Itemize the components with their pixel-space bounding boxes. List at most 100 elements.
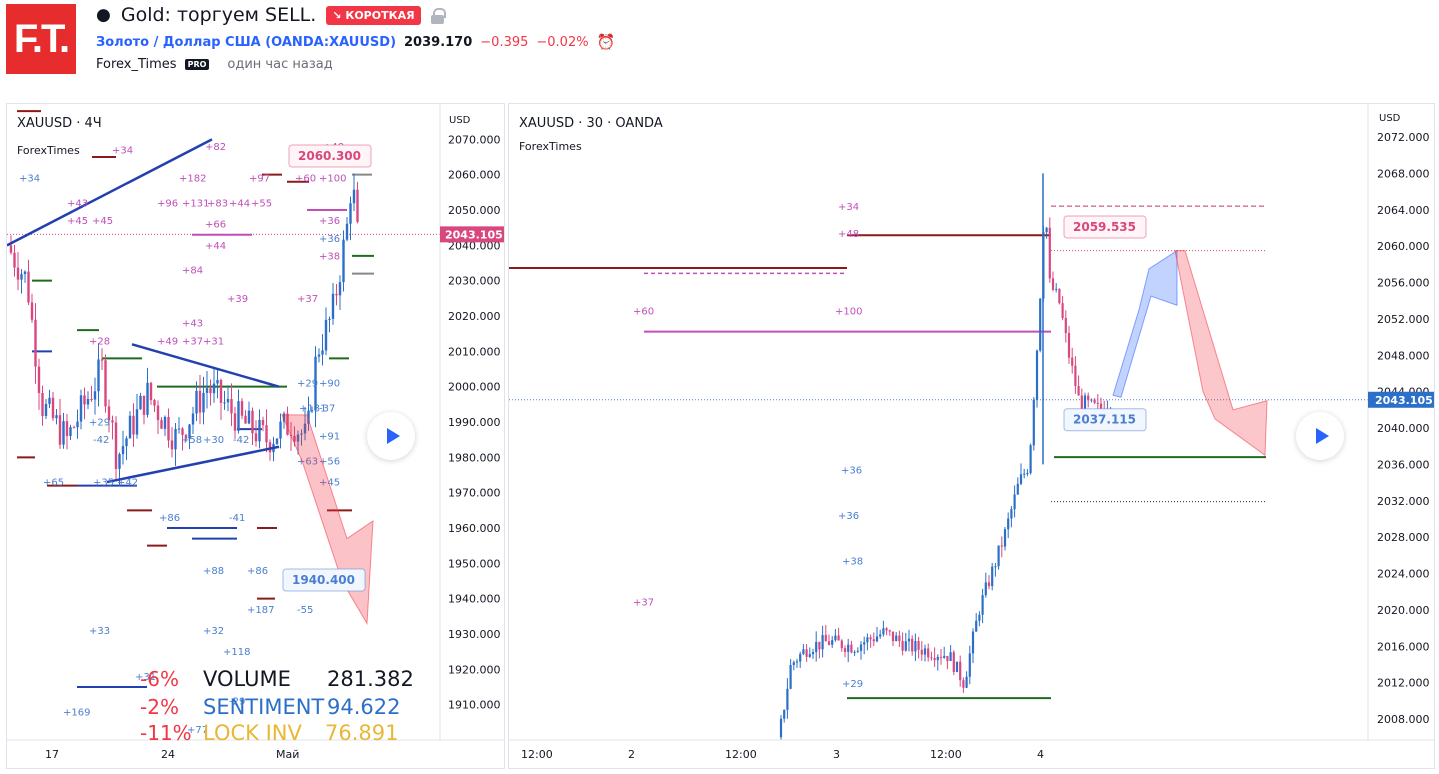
candle-body (904, 641, 907, 651)
candle-body (837, 635, 840, 641)
position-label: +34 (112, 145, 133, 156)
position-label: +31 (135, 672, 156, 683)
lock-icon (430, 7, 446, 24)
candle-body (898, 635, 901, 642)
forecast-up-arrow (1112, 249, 1178, 398)
chart-30m[interactable]: +34 +48 +60 +100 +36 +36 +38 +37 +29 2059.535 203… (509, 104, 1434, 768)
candle-body (275, 438, 279, 444)
wedge-trendline (7, 138, 213, 247)
candle-body (792, 662, 795, 665)
position-label: +29 (297, 379, 318, 390)
chart-4h-subtitle: ForexTimes (17, 144, 80, 157)
chart-panel-30m[interactable]: +34 +48 +60 +100 +36 +36 +38 +37 +29 2059.535 203… (508, 103, 1435, 769)
price-callout-text: 2037.115 (1073, 413, 1136, 427)
y-tick-label: 2040.000 (1377, 422, 1430, 435)
position-label: +100 (319, 174, 346, 185)
candle-body (198, 390, 202, 413)
candle-body (850, 644, 853, 653)
candle-body (258, 419, 261, 442)
last-price-text: 2043.105 (445, 228, 503, 241)
candle-body (786, 688, 789, 710)
play-button-right[interactable] (1296, 412, 1344, 460)
candle-body (174, 428, 177, 450)
position-label: +71 (323, 104, 344, 107)
candle-body (1026, 473, 1029, 475)
position-label: +91 (319, 432, 340, 443)
position-label: +49 (157, 336, 178, 347)
y-tick-label: 1990.000 (448, 416, 501, 429)
candle-body (952, 652, 955, 672)
candle-body (968, 653, 971, 677)
candle-body (205, 388, 209, 393)
price-callout-text: 1940.400 (292, 573, 355, 587)
candle-body (20, 274, 23, 280)
candle-body (97, 359, 100, 392)
position-label: +44 (205, 241, 226, 252)
y-tick-label: 2012.000 (1377, 677, 1430, 690)
level-label: +29 (842, 679, 863, 690)
alarm-clock-icon[interactable]: ⏰ (596, 33, 616, 51)
y-tick-label: 2030.000 (448, 275, 501, 288)
last-price-tag (1368, 391, 1434, 408)
candle-body (1023, 473, 1026, 475)
position-label: -41 (229, 513, 245, 524)
position-label: +77 (187, 725, 208, 736)
candle-body (1000, 545, 1003, 547)
short-badge: ↘ КОРОТКАЯ (326, 5, 421, 25)
candle-body (783, 709, 786, 719)
candle-body (55, 415, 58, 419)
candle-body (163, 416, 167, 429)
candle-body (1067, 333, 1071, 358)
play-button-left[interactable] (367, 412, 415, 460)
candle-body (815, 641, 818, 653)
position-label: +66 (205, 220, 226, 231)
level-label: +34 (838, 202, 859, 213)
position-label: +88 (203, 566, 224, 577)
candle-body (237, 401, 240, 431)
candle-body (146, 382, 149, 415)
chart-30m-title: XAUUSD · 30 · OANDA (519, 116, 663, 131)
candle-body (847, 644, 850, 652)
position-label: +182 (179, 174, 206, 185)
position-label: +118 (223, 647, 250, 658)
candle-body (1077, 386, 1080, 396)
author-name[interactable]: Forex_Times (96, 57, 177, 72)
candle-body (939, 656, 943, 658)
candle-body (901, 641, 904, 651)
candle-body (821, 635, 824, 650)
position-label: +37 (182, 336, 203, 347)
forex-times-logo: F.T. (6, 4, 76, 74)
candle-body (149, 382, 153, 401)
symbol-link[interactable]: Золото / Доллар США (OANDA:XAUUSD) (96, 34, 397, 50)
candle-body (356, 189, 359, 222)
candle-body (23, 271, 27, 275)
candle-body (104, 360, 107, 407)
position-label: +82 (205, 142, 226, 153)
candle-body (324, 319, 328, 351)
position-label: +38 (319, 251, 340, 262)
price-callout (1063, 408, 1147, 432)
x-tick-label: 12:00 (930, 748, 962, 761)
candle-body (139, 395, 142, 410)
candle-body (914, 641, 917, 652)
y-tick-label: 1910.000 (448, 699, 501, 712)
symbol-price: 2039.170 (404, 34, 473, 50)
candle-body (936, 656, 939, 661)
candle-body (917, 641, 920, 650)
price-callout (288, 144, 372, 168)
lightbulb-icon: ● (96, 5, 111, 25)
chart-4h[interactable]: +71+82+182+97+48+60+100+96+131+83+44+55+… (7, 104, 504, 768)
candle-body (1048, 227, 1051, 279)
candle-body (1051, 278, 1055, 290)
candle-body (927, 648, 930, 658)
symbol-name[interactable]: Золото / Доллар США (96, 34, 261, 50)
position-label: -29 (229, 697, 245, 708)
position-label: +131 (182, 198, 209, 209)
y-tick-label: 2040.000 (448, 239, 501, 252)
candle-body (195, 390, 198, 414)
symbol-ticker[interactable]: OANDA:XAUUSD (271, 34, 391, 50)
x-tick-label: 12:00 (521, 748, 553, 761)
candle-body (342, 239, 345, 283)
candle-body (153, 400, 156, 406)
chart-panel-4h[interactable]: +71+82+182+97+48+60+100+96+131+83+44+55+… (6, 103, 505, 769)
